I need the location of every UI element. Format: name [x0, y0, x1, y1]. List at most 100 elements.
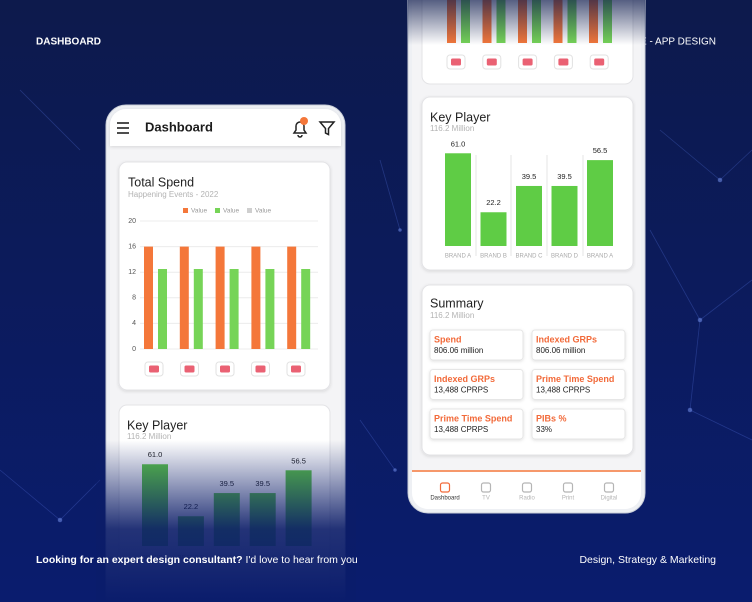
bar [445, 153, 471, 246]
value-label: 22.2 [486, 198, 501, 207]
notification-badge [300, 117, 308, 125]
bar [179, 246, 189, 349]
bar [516, 185, 542, 246]
app-title: Dashboard [145, 119, 213, 134]
nav-label: Radio [519, 496, 535, 502]
media-icon-glyph [291, 365, 301, 373]
bar [144, 246, 153, 349]
media-icon-glyph [149, 365, 159, 373]
value-label: 39.5 [522, 172, 537, 181]
nav-icon [480, 482, 492, 493]
footer-left: Looking for an expert design consultant?… [36, 554, 358, 566]
y-tick-label: 20 [128, 218, 136, 225]
summary-value: 13,488 CPRPS [434, 425, 488, 434]
key-player-card [421, 96, 634, 271]
filter-icon[interactable] [318, 121, 336, 136]
app-bar [110, 109, 341, 146]
media-icon-glyph [522, 58, 533, 66]
bar [215, 246, 225, 349]
nav-icon [562, 482, 574, 493]
nav-icon [521, 482, 533, 493]
legend-label: Value [223, 208, 240, 215]
bar [287, 246, 297, 349]
summary-value: 13,488 CPRPS [434, 386, 488, 395]
card-subtitle: 116.2 Million [127, 432, 171, 441]
summary-label: Prime Time Spend [434, 413, 512, 423]
total-spend-chart: 0 4 8 12 16 20 Value Value Value [128, 208, 318, 377]
summary-label: Prime Time Spend [536, 374, 614, 384]
nav-items: Dashboard TV Radio Print Digital [430, 482, 618, 502]
summary-label: Indexed GRPs [434, 374, 495, 384]
nav-icon [603, 482, 615, 493]
summary-value: 806.06 million [536, 346, 585, 355]
bottom-nav [412, 470, 641, 509]
bar [301, 269, 311, 349]
legend-label: Value [255, 208, 272, 215]
bar [193, 269, 203, 349]
nav-label: TV [482, 496, 490, 502]
summary-value: 33% [536, 425, 552, 434]
card-subtitle: 116.2 Million [430, 124, 474, 133]
category-label: BRAND C [515, 254, 543, 260]
card-title: Key Player [430, 110, 490, 124]
y-tick-label: 16 [128, 243, 136, 250]
y-tick-label: 4 [132, 320, 136, 327]
category-label: BRAND B [480, 254, 507, 260]
category-label: BRAND A [445, 254, 471, 260]
category-label: BRAND D [551, 254, 579, 260]
card-title: Key Player [127, 418, 187, 432]
nav-item[interactable]: TV [480, 482, 492, 502]
nav-item[interactable]: Print [562, 482, 575, 502]
legend-label: Value [191, 208, 208, 215]
value-label: 39.5 [557, 172, 572, 181]
category-label: BRAND A [587, 254, 613, 260]
nav-label: Digital [601, 496, 618, 502]
nav-item[interactable]: Radio [519, 482, 535, 502]
bar [265, 269, 275, 349]
card-title: Total Spend [128, 175, 194, 189]
y-tick-label: 8 [132, 295, 136, 302]
media-icons [446, 54, 609, 70]
summary-value: 13,488 CPRPS [536, 386, 590, 395]
media-icon-glyph [558, 58, 569, 66]
media-icon-glyph [255, 365, 266, 373]
fade-overlay [408, 0, 645, 45]
media-icon-glyph [184, 365, 195, 373]
header-right: IG SQUARE - APP DESIGN [591, 37, 716, 48]
footer-rest: I'd love to hear from you [245, 554, 357, 566]
nav-label: Dashboard [430, 496, 459, 502]
bar [480, 212, 507, 246]
y-tick-label: 0 [132, 346, 136, 353]
summary-label: Spend [434, 334, 462, 344]
media-icon-glyph [486, 58, 497, 66]
summary-label: Indexed GRPs [536, 334, 597, 344]
legend-swatch [247, 208, 252, 213]
media-icon-glyph [594, 58, 605, 66]
nav-item[interactable]: Digital [601, 482, 618, 502]
legend-swatch [215, 208, 220, 213]
card-subtitle: 116.2 Million [430, 311, 474, 320]
media-icon-glyph [451, 58, 461, 66]
bar [158, 269, 167, 349]
nav-label: Print [562, 496, 575, 502]
y-tick-label: 12 [128, 269, 136, 276]
legend-swatch [183, 208, 188, 213]
card-subtitle: Happening Events - 2022 [128, 190, 219, 199]
value-label: 56.5 [593, 146, 608, 155]
bar [587, 160, 613, 246]
footer-right: Design, Strategy & Marketing [579, 554, 716, 566]
summary-grid: Spend 806.06 million Indexed GRPs 806.06 mi… [429, 329, 626, 440]
nav-icon [439, 482, 451, 493]
menu-icon[interactable] [117, 122, 129, 134]
bar [251, 246, 261, 349]
network-decoration [0, 89, 752, 523]
nav-item[interactable]: Dashboard [430, 482, 460, 502]
bar [229, 269, 239, 349]
summary-item [429, 369, 524, 400]
media-icon-glyph [220, 365, 230, 373]
header-left: DASHBOARD [36, 37, 101, 48]
key-player-chart: 61.0 BRAND A 22.2 BRAND B 39.5 BRAND C 39.5 BRA… [445, 139, 613, 259]
column-separators [475, 155, 584, 256]
card-title: Summary [430, 296, 484, 310]
